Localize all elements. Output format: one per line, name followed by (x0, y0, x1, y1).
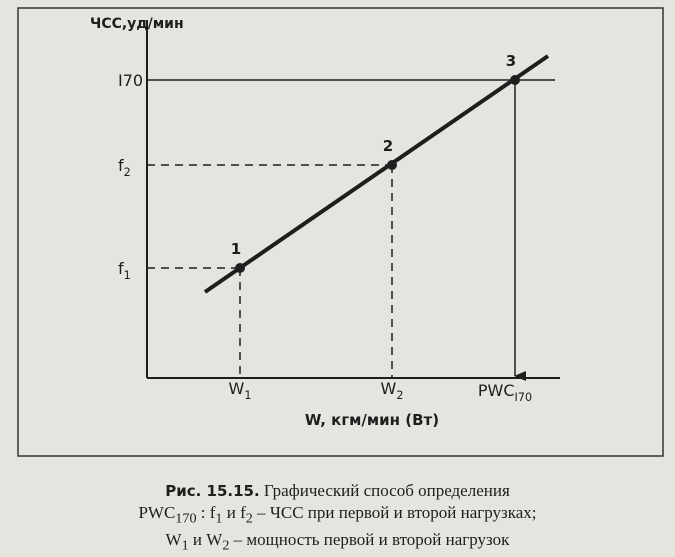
caption-line: Рис. 15.15. Графический способ определен… (0, 480, 675, 502)
label-sub: 1 (244, 389, 251, 402)
caption-sub: 2 (222, 537, 230, 554)
caption-text: PWC (138, 503, 176, 522)
frame (17, 7, 664, 457)
caption-label: Рис. 15.15. (165, 482, 260, 500)
caption-text: – мощность первой и второй нагрузок (229, 530, 510, 550)
x-label: W1 (229, 379, 252, 402)
caption-text: и W (188, 530, 223, 550)
x-label: W2 (381, 379, 404, 402)
label-sub: 1 (124, 269, 131, 282)
y-label: f2 (118, 156, 131, 179)
label-main: W (229, 379, 245, 398)
point (387, 160, 397, 170)
label-sub: I70 (515, 391, 533, 404)
caption-sub: 1 (215, 510, 223, 527)
label-main: f (118, 156, 124, 175)
label-main: W (381, 379, 397, 398)
y-label: I70 (118, 71, 143, 90)
caption-text: – ЧСС при первой и второй нагрузках; (252, 503, 537, 522)
label-main: I70 (118, 71, 143, 90)
point (510, 75, 520, 85)
x-label: PWCI70 (478, 381, 532, 404)
point-label: 1 (231, 240, 241, 258)
caption-line: PWC170 : f1 и f2 – ЧСС при первой и втор… (0, 502, 675, 529)
y-label: f1 (118, 259, 131, 282)
y-axis-title: ЧСС,уд/мин (90, 16, 184, 32)
label-main: PWC (478, 381, 515, 400)
label-sub: 2 (396, 389, 403, 402)
label-sub: 2 (124, 166, 131, 179)
caption-sub: 170 (175, 510, 197, 527)
caption-sub: 1 (181, 537, 189, 554)
caption-text: Графический способ определения (263, 481, 510, 500)
trend-line (203, 54, 550, 294)
caption-line: W1 и W2 – мощность первой и второй нагру… (0, 529, 675, 556)
x-axis-title: W, кгм/мин (Вт) (305, 411, 439, 429)
point-label: 3 (506, 52, 516, 70)
point (235, 263, 245, 273)
caption-text: и f (222, 503, 246, 522)
label-main: f (118, 259, 124, 278)
point-label: 2 (383, 137, 393, 155)
caption: Рис. 15.15. Графический способ определен… (0, 480, 675, 557)
caption-text: : f (196, 503, 216, 522)
caption-text: W (165, 530, 182, 550)
caption-sub: 2 (245, 510, 253, 527)
